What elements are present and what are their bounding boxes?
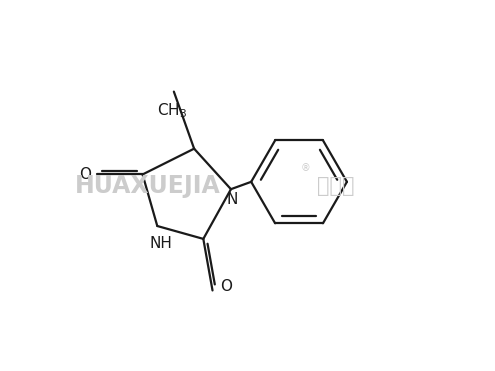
Text: O: O	[79, 167, 91, 182]
Text: NH: NH	[149, 236, 172, 251]
Text: O: O	[221, 279, 233, 294]
Text: HUAXUEJIA: HUAXUEJIA	[74, 174, 220, 197]
Text: ®: ®	[301, 162, 311, 173]
Text: N: N	[226, 192, 238, 207]
Text: 化学加: 化学加	[317, 175, 355, 196]
Text: CH$_3$: CH$_3$	[157, 101, 187, 119]
